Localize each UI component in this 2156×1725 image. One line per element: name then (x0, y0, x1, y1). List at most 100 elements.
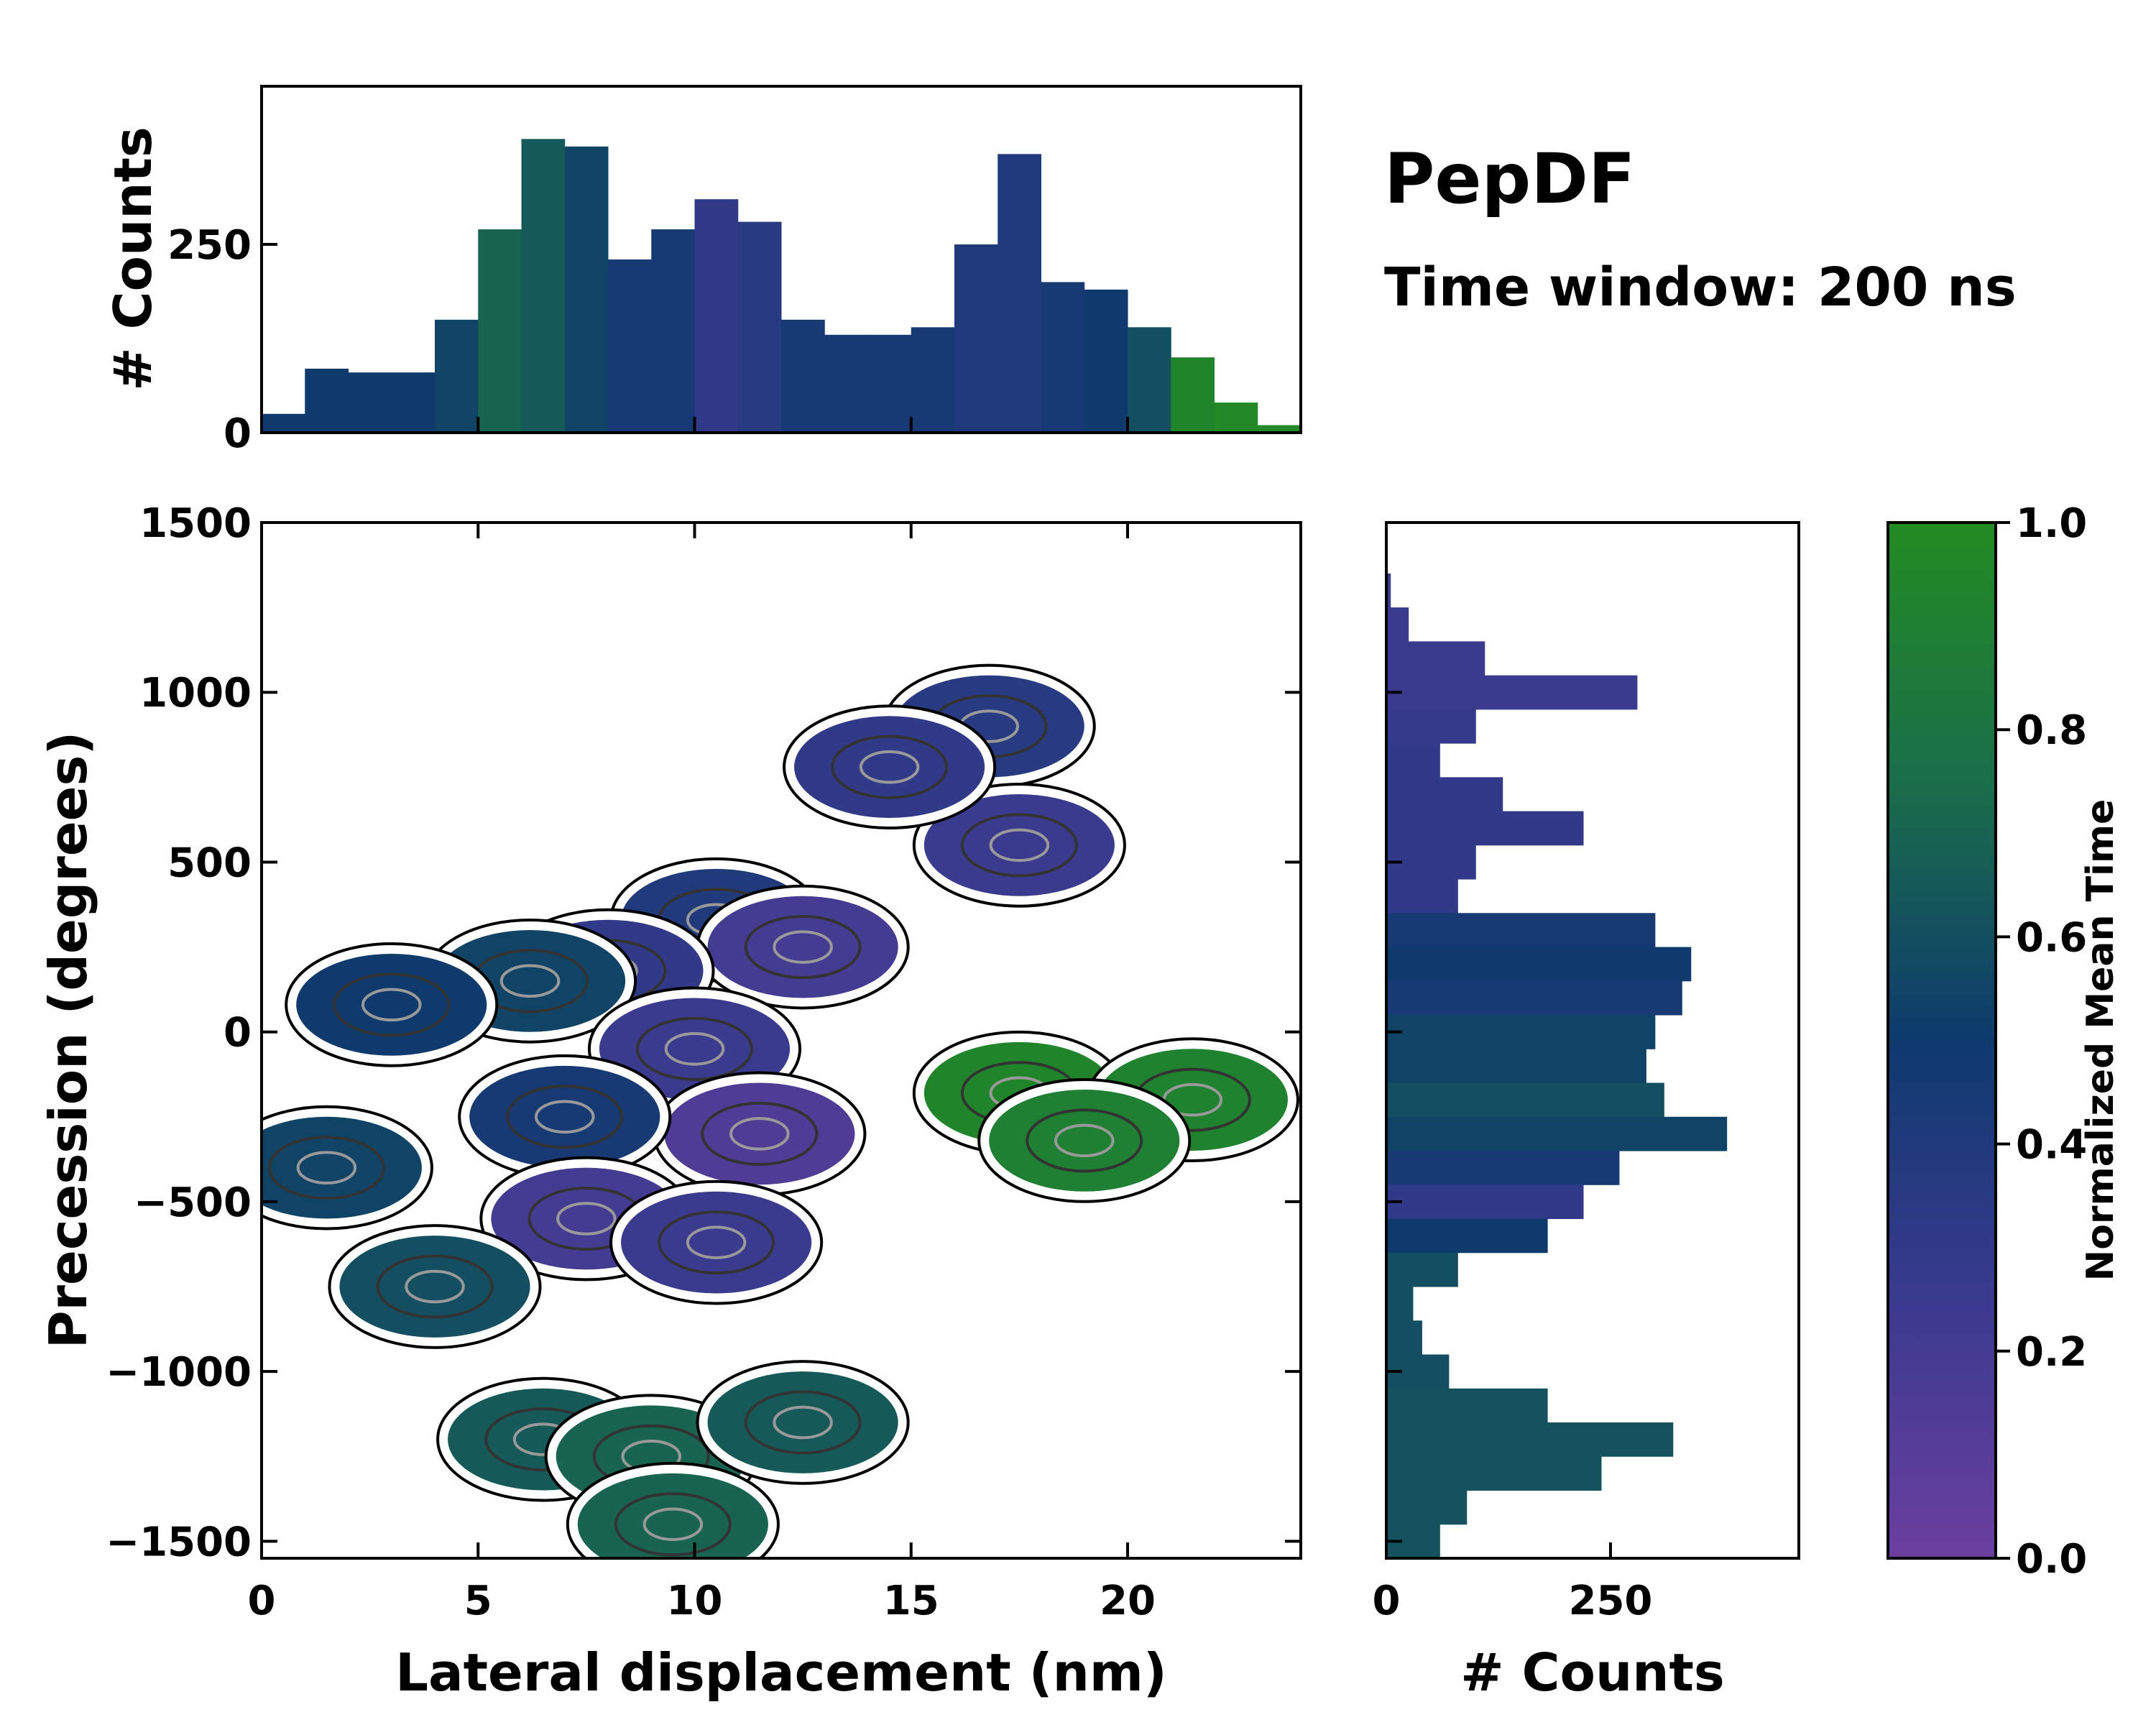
cluster-fill (621, 1191, 812, 1294)
right-bar (1386, 1184, 1584, 1220)
top-bar (911, 327, 955, 433)
cluster-fill (707, 896, 898, 998)
right-histogram-ticks: 0 250 (1373, 521, 1652, 1624)
top-bar (694, 199, 739, 433)
top-bar (435, 319, 479, 433)
colorbar-gradient (1886, 521, 1997, 1560)
figure-title: PepDF (1384, 139, 1635, 219)
density-contour (773, 930, 833, 964)
colorbar-ticks: 0.0 0.2 0.4 0.6 0.8 1.0 (1996, 500, 2087, 1583)
right-histogram: 0 250 # Counts (1373, 521, 1800, 1703)
colorbar-tick-label: 0.0 (2016, 1536, 2087, 1583)
heatmap-cluster (328, 1224, 542, 1349)
colorbar-tick-label: 0.2 (2016, 1329, 2087, 1376)
right-bar (1386, 1082, 1664, 1118)
colorbar: 0.0 0.2 0.4 0.6 0.8 1.0 Normalized Mean Time (1886, 500, 2122, 1583)
top-histogram: 0 250 # Counts (103, 85, 1302, 457)
right-bar (1386, 1320, 1422, 1356)
top-histogram-ylabel: # Counts (103, 126, 163, 391)
density-contour (701, 1101, 819, 1166)
density-contour (729, 1117, 790, 1151)
heatmap-cluster (566, 1461, 780, 1558)
top-histogram-bars (262, 139, 1302, 433)
right-bar (1386, 1456, 1602, 1491)
density-contour (376, 1254, 494, 1319)
heatmap-cluster (696, 884, 910, 1010)
density-contour (499, 964, 561, 998)
y-tick-label: −1000 (106, 1349, 252, 1396)
figure-subtitle: Time window: 200 ns (1384, 257, 2017, 318)
top-bar (737, 221, 782, 433)
colorbar-tick-label: 0.6 (2016, 914, 2087, 961)
main-heatmap: 0 5 10 15 20 −1500 −1000 −500 0 500 1000 1500 Later… (38, 500, 1302, 1703)
cluster-fill (339, 1236, 530, 1338)
top-bar (998, 154, 1041, 433)
top-histogram-ticks: 0 250 (167, 222, 1129, 457)
top-bar (1084, 289, 1128, 433)
top-bar (867, 334, 912, 433)
right-bar (1386, 1116, 1728, 1151)
density-contour (658, 1210, 775, 1275)
y-tick-label: 0 (224, 1010, 252, 1057)
colorbar-tick-label: 0.4 (2016, 1122, 2087, 1169)
main-heatmap-ylabel: Precession (degrees) (38, 732, 98, 1349)
top-bar (1128, 327, 1171, 433)
right-bar (1386, 743, 1440, 778)
top-bar (781, 319, 825, 433)
top-bar (608, 259, 652, 433)
right-bar (1386, 709, 1476, 744)
cluster-fill (262, 1116, 422, 1219)
x-tick-label: 10 (667, 1578, 723, 1624)
density-contour (773, 1405, 833, 1440)
density-contour (744, 1390, 862, 1455)
density-contour (664, 1032, 725, 1066)
top-bar (1257, 425, 1302, 433)
right-bar (1386, 1490, 1468, 1525)
main-heatmap-frame (260, 521, 1302, 1560)
top-bar (305, 368, 349, 433)
right-histogram-frame (1385, 521, 1800, 1560)
right-bar (1386, 573, 1391, 608)
heatmap-cluster (285, 942, 499, 1067)
top-bar (262, 413, 305, 433)
top-bar (521, 139, 566, 433)
density-contour (686, 1225, 747, 1259)
top-bar (391, 372, 436, 433)
cluster-fill (469, 1065, 660, 1168)
heatmap-cluster (783, 704, 997, 830)
density-contour (1026, 1108, 1143, 1173)
top-y-tick-label: 0 (224, 410, 252, 457)
y-tick-label: −500 (134, 1179, 252, 1226)
cluster-fill (989, 1090, 1180, 1192)
x-tick-label: 0 (248, 1578, 276, 1624)
right-bar (1386, 1388, 1548, 1423)
x-tick-label: 20 (1100, 1578, 1156, 1624)
heatmap-cluster (977, 1078, 1192, 1203)
top-bar (824, 334, 868, 433)
density-contour (556, 1202, 617, 1236)
density-contour (267, 1136, 385, 1200)
main-heatmap-clusters (262, 663, 1299, 1558)
y-tick-label: 1000 (139, 670, 252, 717)
top-bar (954, 244, 998, 433)
top-bar (478, 229, 522, 433)
cluster-fill (664, 1082, 855, 1185)
density-contour (859, 750, 920, 784)
density-contour (506, 1085, 624, 1149)
top-bar (1041, 282, 1085, 433)
right-bar (1386, 641, 1485, 676)
right-bar (1386, 1218, 1548, 1254)
cluster-fill (577, 1473, 768, 1558)
density-contour (534, 1100, 595, 1134)
right-bar (1386, 1287, 1414, 1321)
top-bar (564, 146, 609, 433)
cluster-fill (707, 1371, 898, 1473)
cluster-fill (923, 794, 1115, 896)
heatmap-cluster (653, 1071, 867, 1197)
right-bar (1386, 1015, 1656, 1049)
right-histogram-xlabel: # Counts (1460, 1642, 1725, 1703)
right-bar (1386, 947, 1692, 982)
heatmap-cluster (609, 1179, 824, 1305)
right-bar (1386, 1252, 1458, 1287)
